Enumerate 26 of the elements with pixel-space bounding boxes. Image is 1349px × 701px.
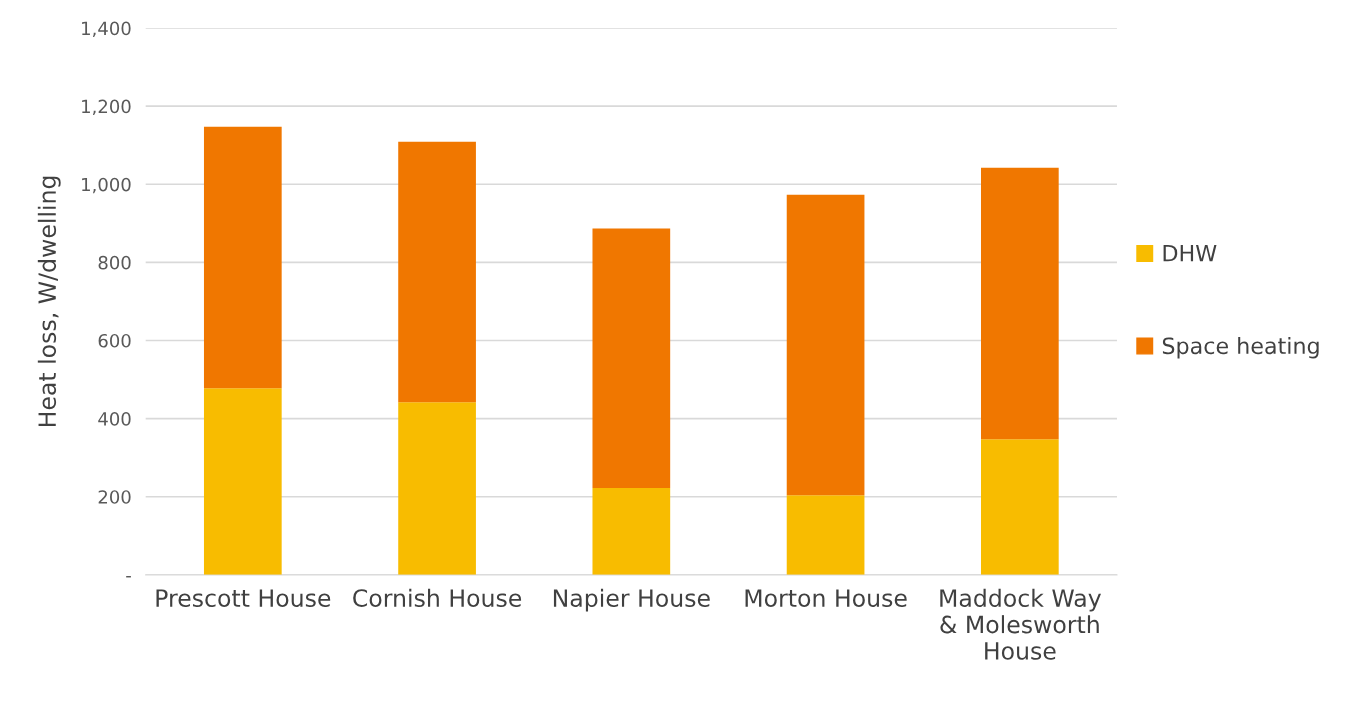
y-tick-label: 1,200 — [82, 99, 131, 116]
y-tick-label: 1,400 — [82, 21, 131, 37]
bar — [786, 194, 865, 496]
x-tick-label: Prescott House — [156, 589, 331, 607]
bar — [398, 402, 476, 575]
bar — [203, 388, 282, 575]
bar — [398, 141, 476, 403]
y-tick-label: 200 — [98, 490, 131, 504]
legend-label: Space heating — [1162, 336, 1319, 359]
y-axis-title: Heat loss, W/dwelling — [37, 176, 61, 427]
x-tick-label: Cornish House — [353, 588, 522, 607]
legend-label: DHW — [1163, 245, 1217, 262]
x-tick-label: Napier House — [553, 588, 710, 612]
bar — [786, 495, 865, 575]
bar — [980, 439, 1059, 575]
y-tick-label: 400 — [98, 412, 131, 426]
bar — [592, 488, 671, 575]
y-tick-label: 1,000 — [82, 177, 131, 194]
x-tick-label: Morton House — [745, 589, 907, 607]
bar — [203, 126, 282, 389]
y-tick-label: 800 — [98, 255, 131, 270]
bar — [980, 167, 1059, 440]
y-tick-label: 600 — [98, 333, 131, 348]
bar — [592, 228, 671, 489]
y-tick-label: - — [126, 576, 131, 578]
x-tick-label: Maddock Way & Molesworth House — [940, 588, 1101, 660]
